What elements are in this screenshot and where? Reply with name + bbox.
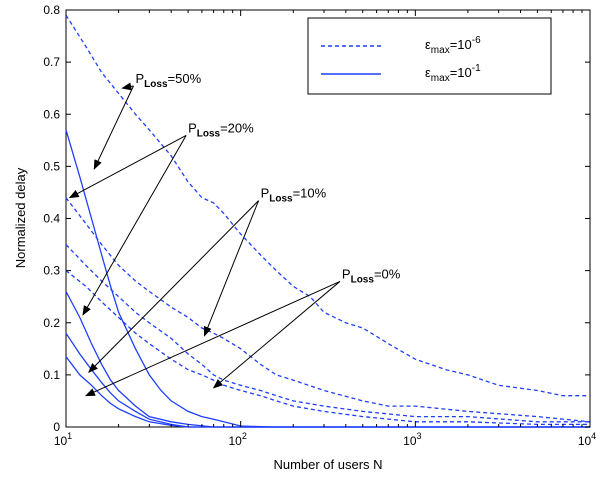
- series-line-4: [65, 270, 590, 426]
- annotation-arrow: [88, 200, 259, 373]
- legend-entry-1-eq: =10: [450, 37, 472, 52]
- x-tick-label: 104: [578, 431, 596, 448]
- annotation-layer: PLoss=50% PLoss=20% PLoss=10% PLoss=0%: [68, 71, 401, 397]
- legend-entry-1: εmax=10-6: [425, 35, 481, 56]
- y-tick-label: 0.1: [43, 368, 60, 382]
- tick-layer: 0 0.1 0.2 0.3 0.4 0.5 0.6 0.7 0.8 101 102 103 104: [43, 3, 596, 448]
- y-tick-label: 0.5: [43, 159, 60, 173]
- annotation-arrow: [82, 135, 187, 316]
- legend-entry-1-exp: -6: [472, 35, 481, 46]
- series-line-1: [65, 14, 590, 397]
- legend-entry-2: εmax=10-1: [425, 63, 481, 84]
- series-line-3: [65, 244, 590, 423]
- legend-entry-1-sub: max: [431, 45, 450, 56]
- annotation-label-1: PLoss=50%: [136, 71, 202, 90]
- series-line-7: [65, 332, 590, 428]
- legend-entry-2-exp: -1: [472, 63, 481, 74]
- y-tick-label: 0.2: [43, 316, 60, 330]
- y-tick-label: 0.7: [43, 55, 60, 69]
- annotation-arrow: [121, 82, 134, 91]
- annotation-label-3: PLoss=10%: [261, 186, 327, 205]
- y-tick-label: 0.6: [43, 107, 60, 121]
- y-tick-label: 0.3: [43, 264, 60, 278]
- legend-entry-2-base: ε: [425, 65, 431, 80]
- x-tick-label: 103: [403, 431, 421, 448]
- series-line-6: [65, 291, 590, 428]
- series-layer: [65, 14, 591, 428]
- annotation-label-2: PLoss=20%: [188, 120, 254, 139]
- legend-entry-2-sub: max: [431, 73, 450, 84]
- y-tick-label: 0.8: [43, 3, 60, 17]
- x-tick-label: 101: [54, 431, 72, 448]
- series-line-8: [65, 356, 590, 428]
- annotation-arrow: [212, 281, 341, 389]
- y-axis-label: Normalized delay: [13, 167, 28, 268]
- legend-entry-1-base: ε: [425, 37, 431, 52]
- annotation-arrow: [203, 200, 260, 337]
- legend: εmax=10-6 εmax=10-1: [307, 17, 552, 95]
- legend-box: [307, 17, 552, 95]
- annotation-arrow: [84, 280, 341, 397]
- annotation-arrow: [68, 135, 187, 199]
- annotation-label-4: PLoss=0%: [342, 266, 401, 285]
- series-line-5: [65, 129, 590, 428]
- series-line-2: [65, 197, 591, 423]
- x-tick-label: 102: [228, 431, 246, 448]
- legend-entry-2-eq: =10: [450, 65, 472, 80]
- y-tick-label: 0: [53, 420, 60, 434]
- x-axis-label: Number of users N: [273, 457, 382, 472]
- annotation-arrow: [93, 85, 134, 170]
- y-tick-label: 0.4: [43, 212, 60, 226]
